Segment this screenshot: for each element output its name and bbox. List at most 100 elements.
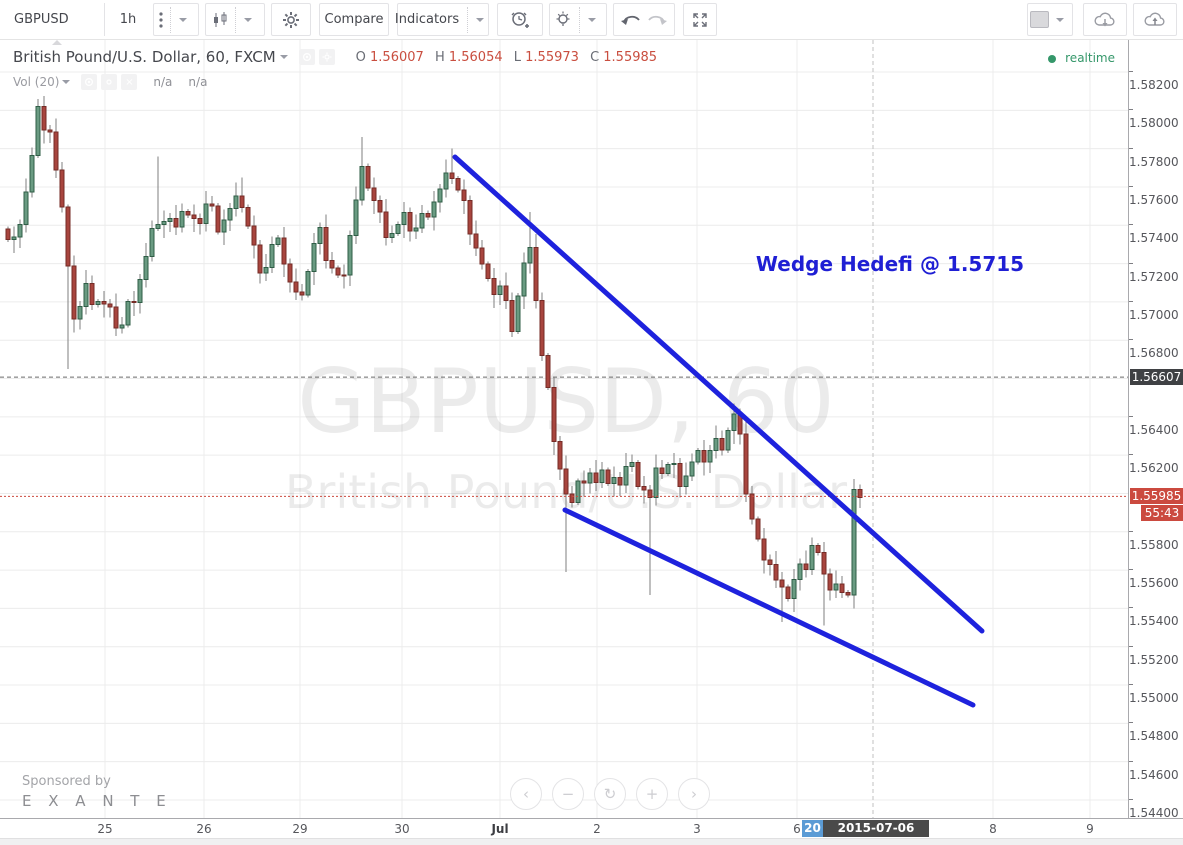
- save-chart-button[interactable]: [1133, 3, 1177, 36]
- chart-properties-button[interactable]: [271, 3, 311, 36]
- candle-body: [545, 355, 551, 388]
- candle-body: [473, 233, 479, 249]
- undo-icon[interactable]: [620, 12, 642, 28]
- chevron-down-icon[interactable]: [279, 55, 288, 59]
- candle-body: [659, 467, 665, 475]
- chevron-down-icon: [244, 17, 252, 22]
- candle-body: [173, 217, 179, 228]
- eye-icon[interactable]: [81, 74, 98, 90]
- candle-body: [353, 199, 359, 237]
- reset-chart-button[interactable]: ↻: [594, 778, 626, 810]
- indicators-button[interactable]: Indicators: [394, 3, 489, 36]
- volume-value: n/a: [153, 75, 173, 89]
- candle-body: [137, 278, 143, 304]
- candle-body: [263, 266, 269, 274]
- realtime-label: realtime: [1065, 51, 1115, 65]
- wedge-upper-trendline[interactable]: [452, 154, 985, 634]
- time-tick-label: 8: [989, 822, 997, 836]
- chart-style-button[interactable]: [205, 3, 265, 36]
- cloud-download-icon: [1094, 12, 1115, 26]
- candle-body: [107, 303, 113, 308]
- candle-body: [725, 429, 731, 451]
- symbol-search-button[interactable]: GBPUSD: [2, 3, 102, 36]
- gear-icon[interactable]: [318, 49, 335, 65]
- candle-body: [179, 210, 185, 228]
- candle-body: [527, 246, 533, 264]
- candle-body: [677, 463, 683, 488]
- zoom-in-button[interactable]: +: [636, 778, 668, 810]
- fullscreen-icon: [693, 12, 707, 27]
- candle-body: [341, 274, 347, 277]
- scroll-right-button[interactable]: ›: [678, 778, 710, 810]
- candle-body: [209, 203, 215, 207]
- candle-body: [569, 493, 575, 503]
- candle-body: [851, 489, 857, 596]
- candle-body: [83, 283, 89, 307]
- add-alert-button[interactable]: [497, 3, 543, 36]
- candle-body: [17, 224, 23, 238]
- chart-legend: British Pound/U.S. Dollar, 60, FXCM O 1.…: [13, 48, 657, 66]
- candle-body: [509, 300, 515, 332]
- candle-body: [335, 267, 341, 276]
- toolbar-collapse-arrow[interactable]: [52, 40, 62, 45]
- candle-body: [533, 246, 539, 302]
- gear-icon[interactable]: [101, 74, 118, 90]
- color-swatch: [1029, 11, 1049, 28]
- candle-body: [497, 285, 503, 295]
- interval-menu-button[interactable]: [153, 3, 199, 36]
- wedge-lower-trendline[interactable]: [562, 507, 976, 708]
- price-tick-label: 1.55400: [1129, 600, 1183, 628]
- fullscreen-button[interactable]: [683, 3, 717, 36]
- volume-ma-value: n/a: [188, 75, 208, 89]
- candle-body: [713, 438, 719, 451]
- chevron-down-icon: [178, 17, 187, 22]
- candle-body: [167, 217, 173, 222]
- candle-body: [47, 129, 53, 133]
- chart-pane[interactable]: GBPUSD, 60 British Pound/U.S. Dollar Wedge…: [0, 40, 1128, 822]
- ideas-button[interactable]: [549, 3, 607, 36]
- price-tick-label: 1.56800: [1129, 332, 1183, 360]
- price-axis[interactable]: 1.58200 1.58000 1.57800 1.57600 1.57400 1.572…: [1128, 40, 1183, 820]
- redo-icon[interactable]: [646, 12, 668, 28]
- candle-body: [635, 462, 641, 488]
- candlestick-style-icon: [214, 11, 227, 27]
- candle-body: [269, 243, 275, 268]
- candle-body: [485, 263, 491, 280]
- candle-body: [437, 188, 443, 203]
- load-chart-button[interactable]: [1083, 3, 1127, 36]
- close-icon[interactable]: ×: [121, 74, 138, 90]
- candle-body: [689, 461, 695, 477]
- zoom-out-button[interactable]: −: [552, 778, 584, 810]
- interval-button[interactable]: 1h: [107, 3, 149, 36]
- candle-body: [653, 467, 659, 499]
- candle-body: [587, 472, 593, 484]
- instrument-title[interactable]: British Pound/U.S. Dollar, 60, FXCM: [13, 48, 276, 66]
- candle-body: [227, 207, 233, 221]
- candle-body: [275, 237, 281, 245]
- candle-body: [827, 573, 833, 591]
- highlight-hour-badge: 20: [802, 820, 823, 837]
- eye-icon[interactable]: [298, 49, 315, 65]
- price-tick-label: 1.57000: [1129, 294, 1183, 322]
- indicators-label: Indicators: [394, 12, 460, 27]
- price-tick-label: 1.58000: [1129, 102, 1183, 130]
- volume-study-label[interactable]: Vol (20): [13, 75, 60, 89]
- price-tick-label: 1.55200: [1129, 639, 1183, 667]
- candle-body: [221, 219, 227, 233]
- candle-body: [101, 301, 107, 305]
- time-tick-label: 6: [793, 822, 801, 836]
- prev-close-price-badge: 1.56607: [1130, 369, 1183, 386]
- ohlc-values: O 1.56007 H 1.56054 L 1.55973 C 1.55985: [355, 49, 658, 65]
- candle-body: [503, 285, 509, 302]
- candle-body: [821, 552, 827, 575]
- theme-swatch-button[interactable]: [1027, 3, 1073, 36]
- wedge-target-annotation[interactable]: Wedge Hedefi @ 1.5715: [756, 252, 1024, 276]
- chevron-down-icon[interactable]: [62, 80, 71, 84]
- candle-body: [761, 538, 767, 561]
- scroll-left-button[interactable]: ‹: [510, 778, 542, 810]
- exante-logo[interactable]: E X A N T E: [22, 792, 172, 810]
- compare-button[interactable]: Compare: [319, 3, 389, 36]
